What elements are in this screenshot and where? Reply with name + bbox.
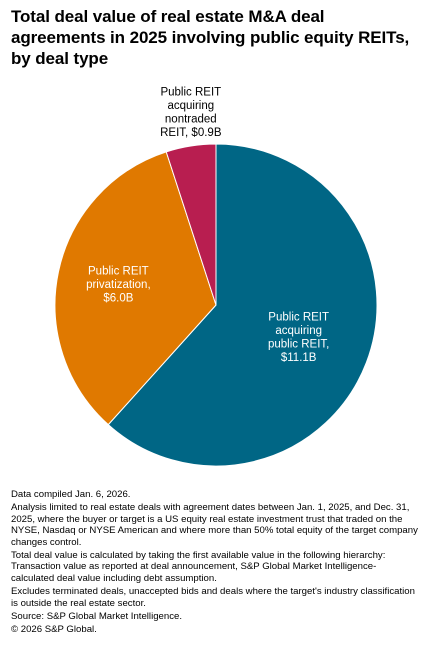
pie-label-public-reit-privatization: Public REIT privatization, $6.0B <box>86 266 151 305</box>
pie-label-line: Public REIT <box>160 87 221 99</box>
pie-label-line: nontraded <box>165 114 217 126</box>
pie-label-line: acquiring <box>275 325 322 337</box>
note-copyright: © 2026 S&P Global. <box>11 624 97 636</box>
pie-label-line: $11.1B <box>281 352 317 364</box>
pie-labels: Public REIT acquiring public REIT, $11.1BPu… <box>86 87 329 364</box>
pie-label-line: Public REIT <box>268 311 329 323</box>
pie-label-line: $6.0B <box>103 293 133 305</box>
pie-label-line: Public REIT <box>88 266 149 278</box>
pie-slices <box>54 143 378 467</box>
note-data-compiled: Data compiled Jan. 6, 2026. <box>11 489 131 500</box>
note-analysis-scope: Analysis limited to real estate deals wi… <box>11 502 418 548</box>
note-source: Source: S&P Global Market Intelligence. <box>11 611 183 623</box>
note-exclusions: Excludes terminated deals, unaccepted bi… <box>11 586 415 609</box>
pie-label-line: privatization, <box>86 279 151 291</box>
pie-slice-public-reit-acquiring-public-reit <box>107 143 378 467</box>
pie-label-line: public REIT, <box>268 338 329 350</box>
pie-label-public-reit-acquiring-public-reit: Public REIT acquiring public REIT, $11.1B <box>268 311 329 364</box>
pie-chart: Public REIT acquiring public REIT, $11.1BPu… <box>54 87 378 467</box>
pie-slice-public-reit-privatization <box>54 151 217 426</box>
chart-title: Total deal value of real estate M&A deal… <box>11 7 410 68</box>
note-deal-value-method: Total deal value is calculated by taking… <box>11 550 386 584</box>
pie-label-public-reit-acquiring-nontraded-reit: Public REIT acquiring nontraded REIT, $0.9B <box>160 87 222 140</box>
pie-slice-public-reit-acquiring-nontraded-reit <box>165 143 217 306</box>
pie-label-line: REIT, $0.9B <box>160 127 222 139</box>
chart-notes: Data compiled Jan. 6, 2026. Analysis lim… <box>11 489 419 638</box>
pie-label-line: acquiring <box>167 100 214 112</box>
